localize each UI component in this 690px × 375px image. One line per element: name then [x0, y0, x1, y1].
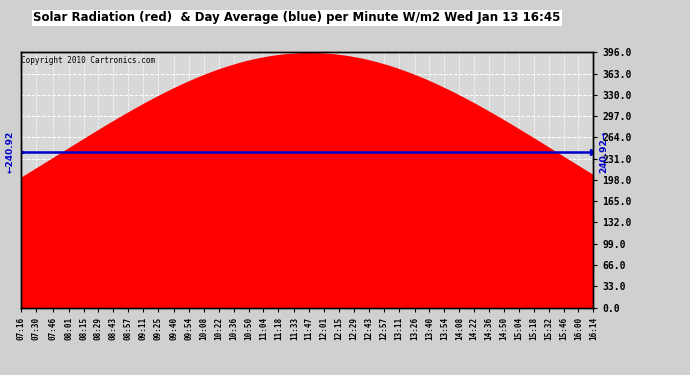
- Text: 240.92→: 240.92→: [599, 131, 609, 174]
- Text: Copyright 2010 Cartronics.com: Copyright 2010 Cartronics.com: [21, 56, 155, 65]
- Text: ←240.92: ←240.92: [6, 131, 15, 174]
- Text: Solar Radiation (red)  & Day Average (blue) per Minute W/m2 Wed Jan 13 16:45: Solar Radiation (red) & Day Average (blu…: [33, 11, 560, 24]
